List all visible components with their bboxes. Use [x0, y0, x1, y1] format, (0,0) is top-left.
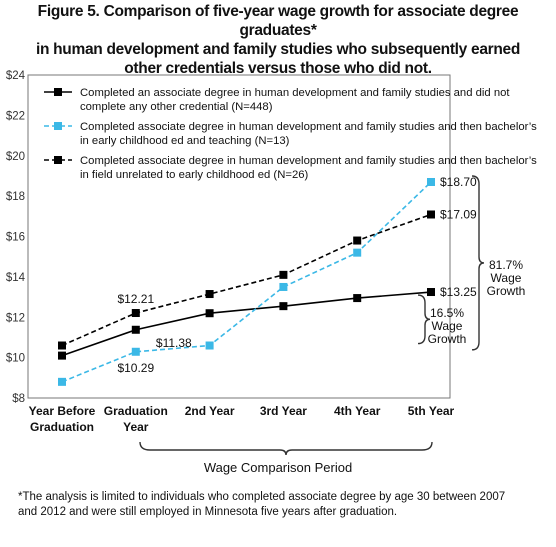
growth-annotation-small: 16.5%	[430, 306, 464, 320]
data-point-series-1	[279, 282, 288, 291]
growth-annotation-small: Growth	[428, 332, 467, 346]
legend-entry-text: complete any other credential (N=448)	[80, 101, 273, 113]
data-point-series-1	[205, 341, 214, 350]
data-point-series-0	[353, 294, 362, 303]
data-label: $10.29	[117, 361, 154, 375]
growth-brace-large	[471, 175, 485, 351]
data-point-series-1	[58, 377, 66, 386]
footnote-line: and 2012 and were still employed in Minn…	[18, 506, 398, 518]
x-tick-label: Year Before	[29, 404, 96, 418]
y-tick-label: $22	[6, 110, 25, 122]
legend-entry-text: in early childhood ed and teaching (N=13…	[80, 135, 290, 147]
y-tick-label: $24	[6, 70, 26, 82]
data-point-series-1	[131, 347, 140, 356]
plot-frame	[27, 74, 451, 399]
data-point-series-1	[427, 177, 435, 186]
growth-annotation-large: 81.7%	[489, 258, 523, 272]
data-point-series-2	[131, 309, 140, 318]
series-line-1	[61, 181, 432, 383]
data-label: $11.38	[156, 336, 192, 350]
data-label: $12.21	[117, 292, 154, 306]
x-axis-brace	[139, 441, 433, 456]
legend-entry-text: in field unrelated to early childhood ed…	[80, 169, 309, 181]
y-tick-label: $10	[6, 353, 25, 365]
growth-brace-small	[417, 294, 431, 345]
x-tick-label: 2nd Year	[185, 404, 235, 418]
y-tick-label: $12	[6, 312, 25, 324]
data-point-series-1	[353, 248, 362, 257]
title-line: Figure 5. Comparison of five-year wage g…	[37, 3, 519, 39]
footnote-line: *The analysis is limited to individuals …	[18, 491, 506, 503]
x-tick-label: Graduation	[104, 404, 168, 418]
legend-entry-text: Completed an associate degree in human d…	[80, 87, 510, 99]
legend-entry-text: Completed associate degree in human deve…	[80, 155, 537, 167]
data-label: $13.25	[440, 285, 477, 299]
x-tick-label: 3rd Year	[260, 404, 307, 418]
growth-annotation-small: Wage	[432, 319, 463, 333]
title-line: in human development and family studies …	[35, 41, 521, 58]
x-tick-label: Graduation	[30, 420, 94, 434]
data-label: $17.09	[440, 207, 477, 221]
chart-title: Figure 5. Comparison of five-year wage g…	[0, 2, 556, 78]
x-tick-label: Year	[123, 420, 149, 434]
legend-marker-1	[54, 122, 62, 130]
data-point-series-2	[427, 210, 435, 219]
data-point-series-2	[279, 270, 288, 279]
x-axis-label: Wage Comparison Period	[204, 460, 352, 475]
y-tick-label: $14	[6, 272, 26, 284]
data-point-series-0	[205, 309, 214, 318]
data-point-series-2	[58, 341, 66, 350]
line-chart: $8 $10 $12 $14 $16 $18 $20 $22 $24 Year Before Gra…	[6, 70, 537, 475]
legend-marker-0	[54, 88, 62, 96]
data-point-series-0	[131, 325, 140, 334]
series-line-2	[61, 213, 432, 347]
data-point-series-2	[205, 290, 214, 299]
data-point-series-0	[279, 302, 288, 311]
growth-annotation-large: Growth	[487, 284, 526, 298]
data-point-series-0	[427, 288, 435, 297]
data-point-series-0	[58, 351, 66, 360]
footnote: *The analysis is limited to individuals …	[18, 490, 548, 520]
y-tick-label: $20	[6, 151, 25, 163]
data-point-series-2	[353, 236, 362, 245]
legend-marker-2	[54, 156, 62, 164]
growth-annotation-large: Wage	[491, 271, 522, 285]
y-tick-label: $18	[6, 191, 25, 203]
title-line: other credentials versus those who did n…	[124, 60, 432, 77]
y-tick-label: $16	[6, 232, 25, 244]
x-tick-label: 5th Year	[408, 404, 455, 418]
data-label: $18.70	[440, 175, 477, 189]
series-line-0	[61, 291, 432, 357]
y-tick-label: $8	[12, 393, 25, 405]
legend-entry-text: Completed associate degree in human deve…	[80, 121, 537, 133]
x-tick-label: 4th Year	[334, 404, 381, 418]
